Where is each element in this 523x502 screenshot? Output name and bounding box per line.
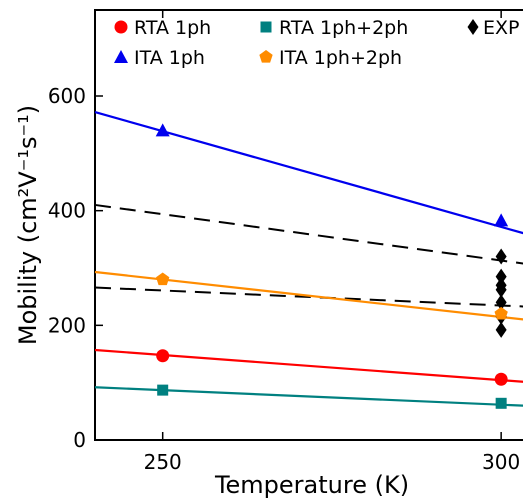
point-exp-1 [495, 248, 507, 265]
legend-label-exp: EXP [483, 17, 519, 39]
y-tick-label-600: 600 [48, 84, 86, 108]
point-exp-5 [495, 294, 507, 311]
point-exp-4 [495, 281, 507, 298]
legend-marker-ita-1ph [114, 50, 128, 63]
point-ita-1ph-2ph-1 [156, 272, 170, 286]
legend-label-rta-1ph: RTA 1ph [134, 17, 211, 39]
point-ita-1ph-2ph-2 [494, 306, 508, 320]
y-axis-title: Mobility (cm²V⁻¹s⁻¹) [14, 105, 42, 345]
series-line-ita-1ph [94, 110, 523, 235]
point-rta-1ph-2 [494, 372, 508, 386]
dashed-line-2 [94, 286, 523, 308]
point-rta-1ph-1 [156, 349, 170, 363]
series-markers [155, 123, 509, 409]
legend-label-ita-1ph-2ph: ITA 1ph+2ph [279, 47, 402, 69]
legend-label-ita-1ph: ITA 1ph [134, 47, 205, 69]
legend-marker-rta-1ph-2ph [260, 21, 272, 33]
legend-label-rta-1ph-2ph: RTA 1ph+2ph [279, 17, 408, 39]
y-tick-label-400: 400 [48, 199, 86, 223]
x-tick-label-300: 300 [482, 450, 520, 474]
x-axis-title: Temperature (K) [214, 471, 409, 499]
point-rta-1ph-2ph-1 [157, 384, 169, 396]
series-lines [94, 110, 523, 407]
legend: RTA 1ph RTA 1ph+2ph EXP ITA 1ph ITA 1ph+2ph [114, 17, 519, 69]
point-rta-1ph-2ph-2 [495, 397, 507, 409]
legend-marker-ita-1ph-2ph [259, 50, 273, 63]
plot-area: 250 300 0 200 400 600 [48, 9, 523, 474]
x-tick-label-250: 250 [144, 450, 182, 474]
point-exp-2 [495, 268, 507, 285]
plot-frame [94, 9, 523, 441]
y-tick-label-200: 200 [48, 313, 86, 337]
axis-ticks: 250 300 0 200 400 600 [48, 10, 520, 474]
legend-marker-exp [467, 19, 479, 35]
point-ita-1ph-1 [155, 123, 170, 137]
legend-marker-rta-1ph [114, 20, 128, 34]
point-exp-7 [495, 321, 507, 338]
point-ita-1ph-2 [494, 213, 509, 227]
series-line-rta-1ph-2ph [94, 386, 523, 407]
y-tick-label-0: 0 [73, 428, 86, 452]
